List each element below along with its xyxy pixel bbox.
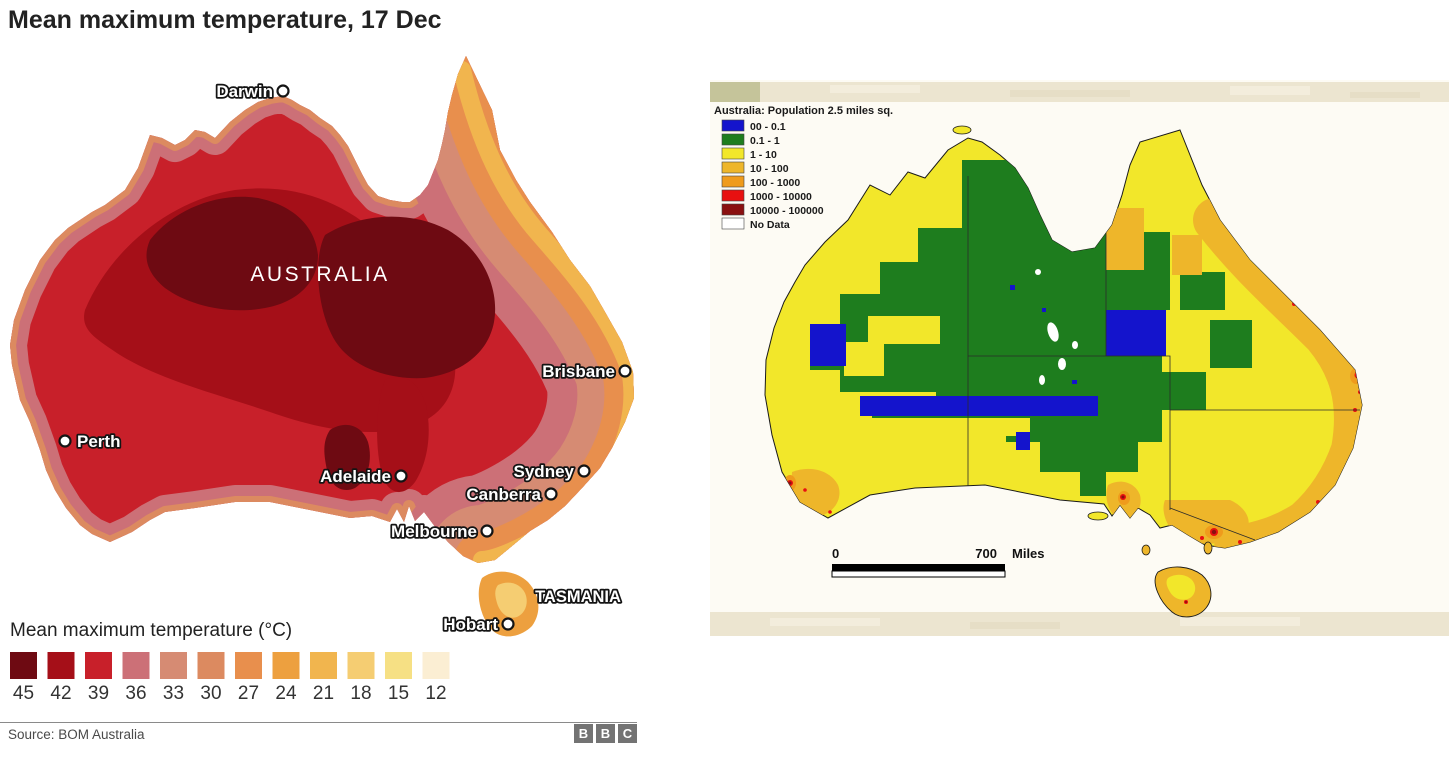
city-label-darwin: Darwin	[216, 82, 273, 101]
legend-tick: 27	[238, 683, 259, 704]
pop-legend-label: No Data	[750, 219, 790, 231]
state-borders	[967, 142, 1360, 541]
footer-divider	[0, 722, 637, 723]
legend-tick: 15	[388, 683, 409, 704]
legend-tick: 36	[125, 683, 146, 704]
legend-swatch	[347, 652, 375, 679]
temperature-map-layers: AUSTRALIA TASMANIA Darwin Perth Brisbane…	[10, 56, 634, 637]
city-label-canberra: Canberra	[466, 485, 541, 504]
bbc-logo-block: B	[596, 724, 615, 743]
pop-legend-swatch	[721, 189, 745, 202]
label-australia: AUSTRALIA	[250, 263, 389, 286]
scale-start: 0	[832, 546, 839, 561]
bbc-logo: B B C	[574, 724, 637, 743]
legend-swatch	[85, 652, 112, 679]
label-tasmania: TASMANIA	[535, 588, 621, 606]
legend-tick: 45	[13, 683, 34, 704]
core-45-central	[318, 216, 496, 379]
legend-tick: 39	[88, 683, 109, 704]
legend-swatch	[47, 652, 75, 679]
city-marker-brisbane	[618, 364, 632, 378]
pop-map-footer-bar	[710, 612, 1449, 636]
bbc-logo-block: B	[574, 724, 593, 743]
pop-legend-swatch	[721, 217, 745, 230]
temperature-map: AUSTRALIA TASMANIA Darwin Perth Brisbane…	[10, 56, 634, 637]
pop-tasmania	[1154, 566, 1212, 618]
pop-legend-swatch	[721, 175, 745, 188]
city-label-adelaide: Adelaide	[320, 467, 391, 486]
legend-tick: 24	[275, 683, 297, 704]
legend-swatch	[385, 652, 412, 679]
pop-legend: Australia: Population 2.5 miles sq. 00 -…	[714, 105, 893, 231]
legend-tick: 18	[350, 683, 371, 704]
pop-legend-swatch	[721, 147, 745, 160]
scale-unit: Miles	[1012, 546, 1045, 561]
city-marker-adelaide	[394, 469, 408, 483]
temp-legend: 45 42 39 36 33 30 27 24 21 18 15 12	[10, 652, 450, 704]
bbc-logo-block: C	[618, 724, 637, 743]
population-density-map: Australia: Population 2.5 miles sq. 00 -…	[710, 80, 1449, 636]
pop-map-header-bar	[710, 82, 1449, 102]
legend-tick: 33	[163, 683, 184, 704]
pop-legend-title: Australia: Population 2.5 miles sq.	[714, 105, 893, 117]
core-45-northwest	[146, 196, 318, 311]
pop-legend-label: 10 - 100	[750, 163, 789, 175]
pop-legend-swatch	[721, 161, 745, 174]
city-marker-melbourne	[480, 524, 494, 538]
temp-legend-swatches	[10, 652, 450, 679]
city-marker-perth	[58, 434, 72, 448]
legend-tick: 12	[425, 683, 446, 704]
temp-legend-title: Mean maximum temperature (°C)	[10, 620, 293, 641]
pop-legend-swatch	[721, 119, 745, 132]
pop-legend-swatch	[721, 133, 745, 146]
pop-yellow-holes	[844, 316, 1030, 436]
interior-42-south	[377, 377, 429, 492]
city-label-brisbane: Brisbane	[542, 362, 615, 381]
scale-end: 700	[975, 546, 997, 561]
temp-legend-ticks: 45 42 39 36 33 30 27 24 21 18 15 12	[13, 683, 447, 704]
legend-swatch	[10, 652, 37, 679]
pop-legend-label: 00 - 0.1	[750, 121, 786, 133]
page-title: Mean maximum temperature, 17 Dec	[8, 6, 442, 34]
legend-swatch	[197, 652, 225, 679]
city-label-hobart: Hobart	[443, 615, 498, 634]
source-credit: Source: BOM Australia	[8, 727, 145, 742]
legend-swatch	[422, 652, 450, 679]
pop-lakes	[1035, 269, 1078, 385]
legend-tick: 42	[50, 683, 71, 704]
city-marker-darwin	[276, 84, 290, 98]
city-markers	[58, 84, 632, 631]
legend-swatch	[272, 652, 300, 679]
legend-swatch	[235, 652, 262, 679]
legend-tick: 30	[200, 683, 221, 704]
city-label-sydney: Sydney	[514, 462, 575, 481]
city-labels: Darwin Perth Brisbane Sydney Canberra Ad…	[75, 80, 617, 636]
legend-tick: 21	[313, 683, 334, 704]
city-marker-hobart	[501, 617, 515, 631]
pop-legend-label: 1 - 10	[750, 149, 777, 161]
legend-swatch	[160, 652, 187, 679]
pop-legend-swatch	[721, 203, 745, 216]
tasmania-patch	[495, 582, 527, 618]
pop-legend-label: 100 - 1000	[750, 177, 800, 189]
city-label-melbourne: Melbourne	[391, 522, 477, 541]
pop-legend-label: 1000 - 10000	[750, 191, 812, 203]
city-marker-canberra	[544, 487, 558, 501]
pop-legend-label: 0.1 - 1	[750, 135, 780, 147]
legend-swatch	[310, 652, 337, 679]
scale-bar: 0 700 Miles	[831, 546, 1045, 578]
legend-swatch	[122, 652, 150, 679]
pop-blue-regions	[810, 285, 1166, 450]
core-45-south	[324, 424, 370, 490]
city-marker-sydney	[577, 464, 591, 478]
city-label-perth: Perth	[77, 432, 120, 451]
pop-legend-label: 10000 - 100000	[750, 205, 824, 217]
pop-islands	[952, 125, 1213, 556]
